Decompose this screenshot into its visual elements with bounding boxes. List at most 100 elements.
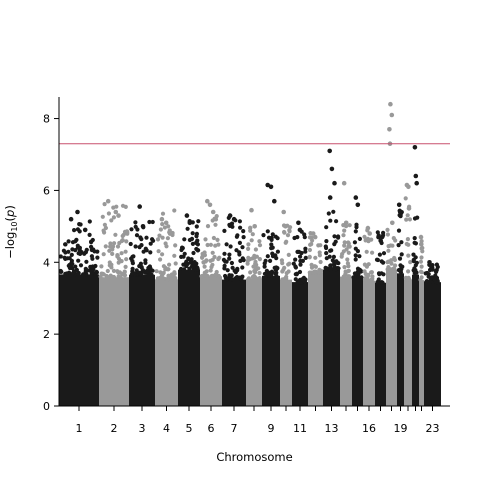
data-point xyxy=(407,217,412,222)
data-point xyxy=(130,271,135,277)
data-point xyxy=(210,257,215,262)
data-point xyxy=(282,230,287,235)
data-point xyxy=(119,238,124,244)
data-point xyxy=(346,269,351,274)
data-point xyxy=(406,253,411,258)
x-tick-label: 19 xyxy=(394,422,408,435)
data-point xyxy=(353,257,358,262)
data-point xyxy=(379,259,384,264)
data-point xyxy=(248,225,253,230)
peak-point xyxy=(268,184,274,190)
x-tick-label: 2 xyxy=(111,422,118,435)
data-point xyxy=(269,237,274,242)
chromosome-17-band xyxy=(375,282,386,406)
data-point xyxy=(353,272,358,278)
data-point xyxy=(196,219,201,224)
data-point xyxy=(227,273,232,278)
data-point xyxy=(110,251,115,256)
data-point xyxy=(194,231,199,236)
chromosome-1-points xyxy=(58,209,100,406)
data-point xyxy=(334,219,339,224)
data-point xyxy=(309,235,314,240)
data-point xyxy=(248,228,253,233)
peak-point xyxy=(105,198,111,204)
data-point xyxy=(208,268,213,273)
chromosome-9-points xyxy=(261,182,280,406)
data-point xyxy=(362,234,367,239)
chromosome-10-points xyxy=(279,209,293,406)
data-point xyxy=(78,263,84,268)
data-point xyxy=(405,213,410,218)
data-point xyxy=(123,249,128,254)
data-point xyxy=(286,252,291,257)
data-point xyxy=(265,229,270,234)
peak-point xyxy=(388,101,393,107)
data-point xyxy=(399,252,404,257)
data-point xyxy=(419,264,424,269)
data-point xyxy=(124,239,129,244)
data-point xyxy=(336,234,341,239)
data-point xyxy=(143,246,148,251)
data-point xyxy=(102,202,107,207)
data-point xyxy=(128,241,133,247)
peak-point xyxy=(75,209,80,215)
data-point xyxy=(329,267,334,272)
peak-point xyxy=(327,195,333,200)
data-point xyxy=(111,215,116,220)
data-point xyxy=(103,244,108,249)
peak-point xyxy=(397,209,403,215)
peak-point xyxy=(207,202,213,208)
data-point xyxy=(356,275,361,280)
data-point xyxy=(237,252,242,257)
data-point xyxy=(165,277,170,282)
data-point xyxy=(73,264,78,269)
data-point xyxy=(187,237,192,243)
data-point xyxy=(369,237,374,242)
data-point xyxy=(88,264,93,269)
data-point xyxy=(252,274,257,279)
data-point xyxy=(229,260,234,266)
data-point xyxy=(63,271,68,276)
data-point xyxy=(157,233,162,238)
data-point xyxy=(400,264,405,269)
data-point xyxy=(100,214,105,219)
data-point xyxy=(253,247,258,252)
data-point xyxy=(83,269,88,274)
data-point xyxy=(392,255,397,261)
data-point xyxy=(403,196,408,201)
peak-point xyxy=(187,220,193,226)
data-point xyxy=(362,269,367,274)
data-point xyxy=(264,268,269,273)
data-point xyxy=(235,233,240,238)
data-point xyxy=(102,230,107,235)
data-point xyxy=(161,276,166,281)
data-point xyxy=(262,264,267,269)
data-point xyxy=(234,248,239,253)
data-point xyxy=(340,252,345,257)
data-point xyxy=(162,225,167,230)
data-point xyxy=(92,249,97,254)
data-point xyxy=(334,259,339,264)
peak-point xyxy=(312,234,318,240)
data-point xyxy=(203,237,208,242)
data-point xyxy=(208,242,213,247)
data-point xyxy=(411,252,416,257)
data-point xyxy=(150,237,155,242)
data-point xyxy=(105,275,110,280)
data-point xyxy=(399,240,404,245)
data-point xyxy=(190,241,195,246)
data-point xyxy=(357,254,362,259)
data-point xyxy=(87,232,92,237)
data-point xyxy=(84,247,89,252)
peak-point xyxy=(296,220,301,226)
data-point xyxy=(293,277,298,282)
data-point xyxy=(250,232,255,237)
data-point xyxy=(385,260,390,265)
data-point xyxy=(240,245,245,250)
data-point xyxy=(241,258,246,263)
data-point xyxy=(312,269,317,274)
data-point xyxy=(124,257,129,262)
data-point xyxy=(190,231,195,236)
data-point xyxy=(120,233,125,239)
data-point xyxy=(302,235,307,240)
